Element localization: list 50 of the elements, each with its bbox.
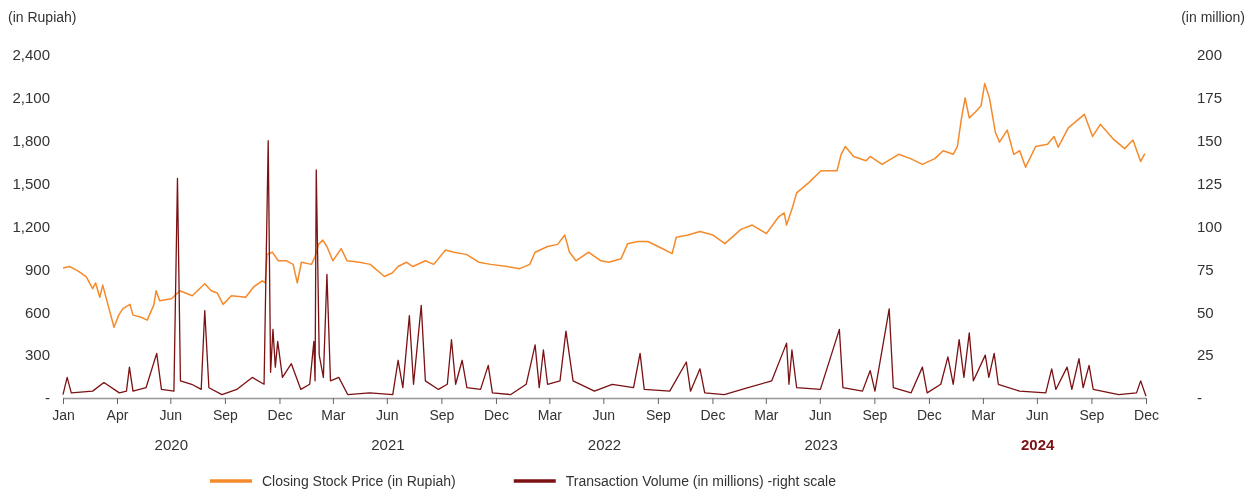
text: 2023 — [804, 436, 838, 453]
x-tick-label: Jun — [592, 406, 616, 423]
y-tick-label: 1,200 — [12, 217, 50, 235]
y-tick-label: 2,400 — [12, 46, 50, 64]
y2-tick-label: 175 — [1197, 89, 1223, 107]
x-tick-label: Sep — [645, 406, 672, 423]
y2-tick-label: 200 — [1197, 46, 1223, 64]
x-tick-label: Sep — [212, 406, 239, 423]
x-tick-label: Sep — [1079, 406, 1105, 423]
legend-label: Transaction Volume (in millions) -right scale — [565, 473, 837, 489]
x-tick-label: Apr — [106, 406, 129, 423]
y-tick-label: - — [45, 389, 50, 407]
y-tick-label: 1,500 — [12, 174, 50, 192]
x-tick-label: Dec — [267, 406, 293, 423]
x-tick-label: Jun — [1026, 406, 1049, 423]
x-tick-label: Mar — [537, 406, 563, 423]
y-tick-label: 300 — [24, 346, 50, 364]
x-tick-label: Sep — [429, 406, 455, 423]
x-tick-label: Dec — [484, 406, 509, 423]
text: 2021 — [371, 436, 405, 453]
y2-tick-label: - — [1197, 389, 1202, 407]
y-tick-label: 2,100 — [12, 89, 50, 107]
y2-tick-label: 150 — [1197, 132, 1223, 150]
x-tick-label: Sep — [862, 406, 888, 423]
x-tick-label: Dec — [916, 406, 942, 423]
x-tick-label: Jun — [809, 406, 832, 423]
y2-tick-label: 125 — [1197, 174, 1223, 192]
x-tick-label: Jun — [159, 406, 183, 423]
y-tick-label: 600 — [24, 303, 50, 321]
legend-label: Closing Stock Price (in Rupiah) — [262, 473, 456, 489]
y2-axis-title: (in million) — [1181, 9, 1245, 25]
x-tick-label: Jun — [376, 406, 399, 423]
text: 2020 — [154, 436, 188, 453]
x-tick-label: Dec — [700, 406, 726, 423]
y2-tick-label: 50 — [1197, 303, 1214, 321]
y2-tick-label: 25 — [1197, 346, 1214, 364]
x-tick-label: Dec — [1134, 406, 1159, 423]
x-tick-label: Mar — [971, 406, 996, 423]
y2-tick-label: 100 — [1197, 217, 1223, 235]
line-series — [62, 140, 1147, 397]
x-tick-label: Mar — [754, 406, 779, 423]
line-series — [62, 82, 1146, 329]
y-axis-title: (in Rupiah) — [8, 9, 77, 25]
text: 2024 — [1021, 436, 1056, 453]
y-tick-label: 1,800 — [12, 132, 50, 150]
text: 2022 — [587, 436, 622, 453]
x-tick-label: Jan — [52, 406, 75, 423]
y2-tick-label: 75 — [1197, 260, 1214, 278]
y-tick-label: 900 — [24, 260, 50, 278]
x-tick-label: Mar — [321, 406, 346, 423]
